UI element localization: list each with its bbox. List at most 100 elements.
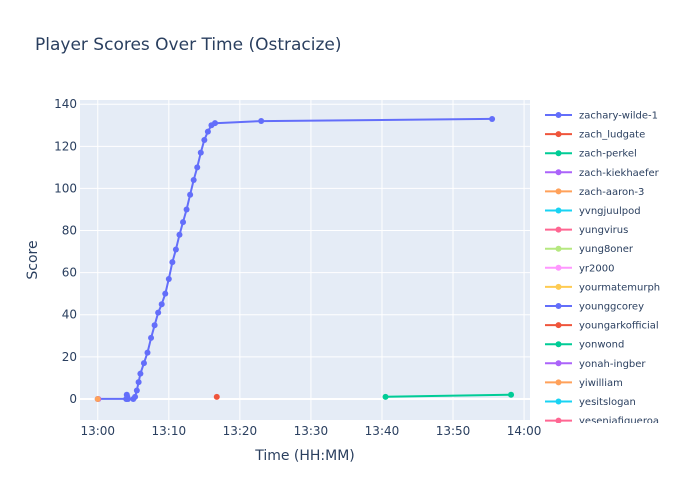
legend-swatch-marker xyxy=(555,417,562,423)
data-point xyxy=(94,395,101,402)
data-point xyxy=(132,393,139,400)
legend-label: yungvirus xyxy=(579,225,628,236)
series-zach-aaron-3 xyxy=(94,395,101,402)
legend-item[interactable]: yung8oner xyxy=(545,244,634,255)
data-point xyxy=(197,149,204,156)
legend-item[interactable]: yourmatemurph xyxy=(545,282,660,293)
legend-label: zachary-wilde-1 xyxy=(579,111,658,122)
legend-swatch-marker xyxy=(555,283,562,290)
data-point xyxy=(489,115,496,122)
legend-swatch-marker xyxy=(555,379,562,386)
legend-label: yonwond xyxy=(579,340,624,351)
legend-item[interactable]: yr2000 xyxy=(545,263,614,274)
x-tick-label: 13:50 xyxy=(436,424,471,438)
x-tick-label: 13:10 xyxy=(152,424,187,438)
legend-swatch-marker xyxy=(555,131,562,138)
legend-label: youngarkofficial xyxy=(579,321,659,332)
legend-item[interactable]: yesitslogan xyxy=(545,397,636,408)
legend-item[interactable]: zach_ludgate xyxy=(545,130,645,141)
legend-item[interactable]: yungvirus xyxy=(545,225,628,236)
chart-title: Player Scores Over Time (Ostracize) xyxy=(35,35,342,55)
data-point xyxy=(213,393,220,400)
x-tick-label: 13:30 xyxy=(294,424,329,438)
y-tick-label: 140 xyxy=(54,97,77,111)
legend[interactable]: zachary-wilde-1 zach_ludgate zach-perkel za… xyxy=(545,111,660,428)
data-point xyxy=(124,395,131,402)
legend-item[interactable]: zach-perkel xyxy=(545,149,637,160)
legend-swatch-marker xyxy=(555,207,562,214)
legend-swatch-marker xyxy=(555,188,562,195)
legend-label: zach-perkel xyxy=(579,149,637,160)
legend-swatch-marker xyxy=(555,341,562,348)
series-zach-perkel xyxy=(382,391,515,400)
legend-label: zach-kiekhaefer xyxy=(579,168,660,179)
legend-label: yesitslogan xyxy=(579,397,636,408)
legend-item[interactable]: zach-kiekhaefer xyxy=(545,168,660,179)
data-point xyxy=(135,379,142,386)
data-point xyxy=(258,118,265,125)
data-point xyxy=(190,177,197,183)
legend-swatch-marker xyxy=(555,169,562,176)
legend-label: zach-aaron-3 xyxy=(579,187,644,198)
data-point xyxy=(137,370,144,377)
legend-swatch-marker xyxy=(555,264,562,271)
y-axis-title: Score xyxy=(25,240,41,279)
series-zach_ludgate xyxy=(213,393,220,400)
x-tick-label: 13:40 xyxy=(365,424,400,438)
legend-swatch-marker xyxy=(555,150,562,157)
data-point xyxy=(144,349,151,356)
data-point xyxy=(180,219,187,226)
legend-item[interactable]: younggcorey xyxy=(545,302,644,313)
x-tick-label: 13:20 xyxy=(223,424,258,438)
plot-area xyxy=(80,100,530,420)
legend-item[interactable]: yiwilliam xyxy=(545,378,623,389)
data-point xyxy=(133,387,140,394)
series-layer xyxy=(94,115,515,402)
x-axis-title: Time (HH:MM) xyxy=(254,448,355,464)
legend-label: yung8oner xyxy=(579,244,634,255)
data-point xyxy=(508,391,515,398)
legend-label: yvngjuulpod xyxy=(579,206,641,217)
data-point xyxy=(162,290,169,297)
legend-label: yiwilliam xyxy=(579,378,623,389)
legend-label: younggcorey xyxy=(579,302,644,313)
data-point xyxy=(140,360,147,367)
series-line xyxy=(385,393,512,398)
legend-item[interactable]: yeseniafigueroa xyxy=(545,416,659,427)
series-zachary-wilde-1 xyxy=(94,115,496,402)
legend-swatch-marker xyxy=(555,245,562,252)
legend-item[interactable]: zachary-wilde-1 xyxy=(545,111,658,122)
legend-swatch-marker xyxy=(555,398,562,405)
data-point xyxy=(382,393,389,400)
legend-label: yeseniafigueroa xyxy=(579,416,659,427)
x-tick-label: 14:00 xyxy=(507,424,542,438)
legend-item[interactable]: youngarkofficial xyxy=(545,321,659,332)
data-point xyxy=(169,259,176,266)
legend-swatch-marker xyxy=(555,303,562,309)
legend-swatch-marker xyxy=(555,226,562,233)
y-tick-label: 40 xyxy=(62,308,77,322)
data-point xyxy=(172,246,179,253)
legend-item[interactable]: yonah-ingber xyxy=(545,359,646,370)
gridlines xyxy=(80,100,530,420)
legend-item[interactable]: yvngjuulpod xyxy=(545,206,641,217)
y-tick-label: 120 xyxy=(54,139,77,153)
axes: 0 20 40 60 80 100 120 140 13:00 13:10 13:20 13:30 13… xyxy=(54,97,541,438)
x-tick-label: 13:00 xyxy=(80,424,115,438)
legend-label: yonah-ingber xyxy=(579,359,646,370)
y-tick-label: 60 xyxy=(62,266,77,280)
data-point xyxy=(201,137,208,143)
legend-item[interactable]: yonwond xyxy=(545,340,624,351)
legend-label: yourmatemurph xyxy=(579,282,660,293)
y-tick-label: 0 xyxy=(69,392,77,406)
data-point xyxy=(204,128,211,135)
legend-swatch-marker xyxy=(555,322,562,329)
legend-item[interactable]: zach-aaron-3 xyxy=(545,187,644,198)
data-point xyxy=(194,164,201,171)
data-point xyxy=(151,322,158,329)
legend-swatch-marker xyxy=(555,360,562,367)
y-tick-label: 80 xyxy=(62,224,77,238)
data-point xyxy=(187,191,194,198)
legend-label: yr2000 xyxy=(579,263,614,274)
